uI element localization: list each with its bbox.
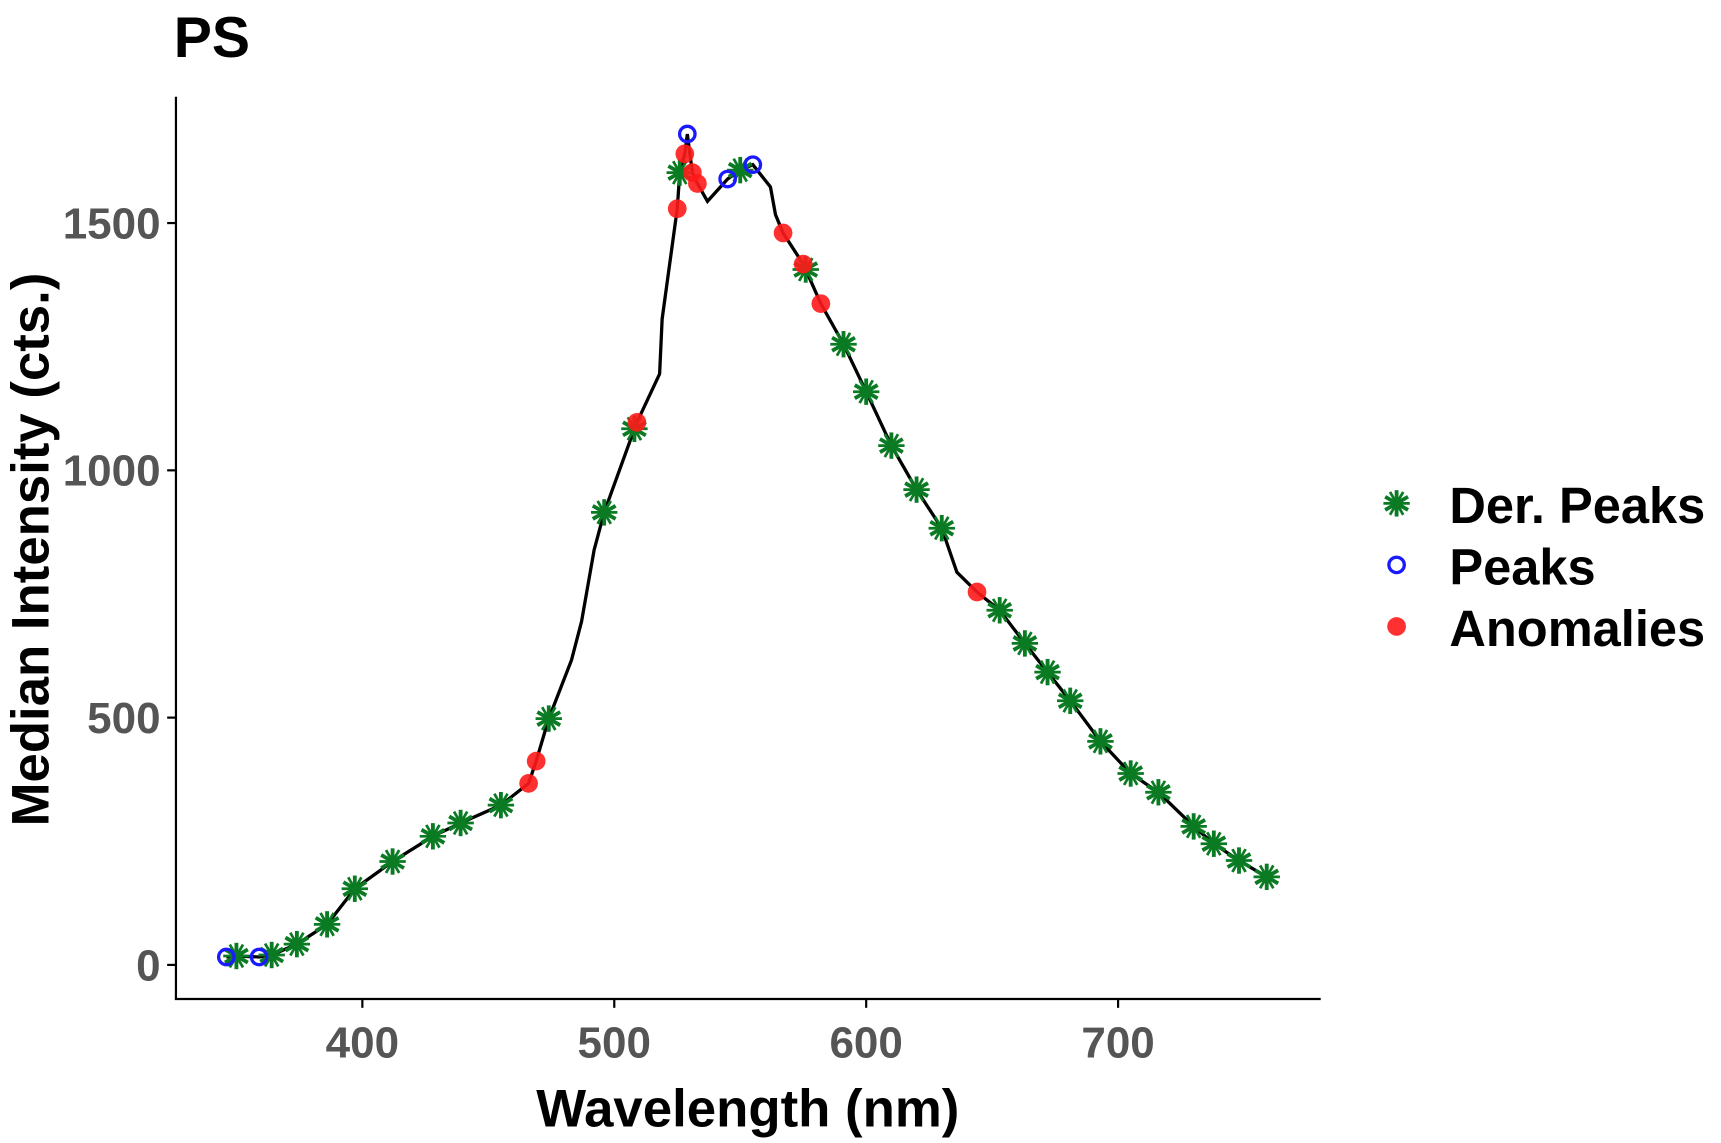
y-tick-label: 1500 <box>63 199 161 248</box>
anomalies-point <box>519 774 538 793</box>
peaks-point <box>216 947 236 967</box>
asterisk-stroke <box>1092 729 1109 754</box>
der-peaks-point <box>1057 687 1084 714</box>
y-tick-label: 0 <box>136 941 160 990</box>
der-peaks-point <box>590 499 618 526</box>
peaks-point <box>718 169 737 189</box>
asterisk-stroke <box>319 912 335 937</box>
x-tick-label: 400 <box>326 1018 399 1067</box>
asterisk-stroke <box>835 332 852 357</box>
peaks-point <box>743 155 763 175</box>
peaks-point <box>677 124 697 144</box>
der-peaks-point <box>1145 779 1172 806</box>
x-tick-label: 500 <box>578 1018 651 1067</box>
asterisk-stroke <box>991 598 1008 623</box>
der-peaks-point <box>903 476 930 503</box>
der-peaks-point <box>419 823 447 850</box>
legend-label-anomalies: Anomalies <box>1449 600 1705 657</box>
der-peaks-point <box>1117 760 1144 787</box>
asterisk-stroke <box>540 706 557 731</box>
y-axis-label: Median Intensity (cts.) <box>1 273 60 827</box>
anomalies-point <box>793 254 813 274</box>
chart-title: PS <box>174 6 250 70</box>
legend-key-peaks <box>1387 555 1406 575</box>
asterisk-stroke <box>596 500 612 525</box>
anomalies-point <box>627 413 647 432</box>
der-peaks-point <box>1200 830 1228 857</box>
der-peaks-point <box>1253 863 1280 891</box>
asterisk-stroke <box>1039 660 1056 685</box>
asterisk-stroke <box>1231 848 1247 873</box>
peaks-point <box>249 947 269 967</box>
der-peaks-point <box>1087 728 1114 755</box>
der-peaks-point <box>830 331 857 358</box>
x-tick-label: 700 <box>1081 1018 1154 1067</box>
der-peaks-point <box>341 875 369 902</box>
asterisk-stroke <box>933 516 950 541</box>
legend-label-der-peaks: Der. Peaks <box>1449 477 1705 534</box>
der-peaks-point <box>986 597 1013 624</box>
asterisk-stroke <box>347 876 363 901</box>
asterisk-stroke <box>671 160 688 185</box>
anomalies-point <box>526 751 546 771</box>
anomalies-point <box>667 199 687 219</box>
asterisk-stroke <box>1206 831 1222 856</box>
legend-key-anomalies <box>1387 617 1406 636</box>
der-peaks-point <box>928 515 955 542</box>
intensity-line <box>226 133 1268 959</box>
der-peaks-point <box>878 432 905 459</box>
asterisk-stroke <box>384 849 401 874</box>
anomalies-point <box>688 174 707 193</box>
asterisk-stroke <box>1062 688 1079 713</box>
asterisk-stroke <box>1122 761 1139 786</box>
anomalies-point <box>811 294 831 314</box>
legend-label-peaks: Peaks <box>1449 539 1595 596</box>
asterisk-stroke <box>883 433 900 458</box>
der-peaks-point <box>313 911 341 938</box>
legend-key-der-peaks <box>1383 490 1410 517</box>
anomalies-point <box>675 144 695 164</box>
asterisk-stroke <box>858 379 874 404</box>
der-peaks-point <box>1225 847 1253 874</box>
asterisk-stroke <box>1017 631 1033 656</box>
asterisk-stroke <box>452 810 469 836</box>
der-peaks-point <box>379 848 406 875</box>
x-tick-label: 600 <box>829 1018 902 1067</box>
der-peaks-point <box>1011 630 1039 657</box>
x-axis-label: Wavelength (nm) <box>536 1080 959 1139</box>
der-peaks-point <box>223 942 250 970</box>
der-peaks-point <box>258 941 285 969</box>
der-peaks-point <box>283 930 311 958</box>
asterisk-stroke <box>1185 814 1202 839</box>
der-peaks-point <box>1180 813 1207 840</box>
asterisk-stroke <box>289 932 305 957</box>
der-peaks-point <box>852 378 880 405</box>
asterisk-stroke <box>1150 780 1167 805</box>
der-peaks-point <box>487 791 515 819</box>
asterisk-stroke <box>425 824 441 849</box>
anomalies-point <box>967 582 987 602</box>
der-peaks-point <box>447 809 474 837</box>
asterisk-stroke <box>1258 864 1275 889</box>
der-peaks-point <box>1034 658 1061 686</box>
anomalies-point <box>773 223 793 243</box>
y-tick-label: 1000 <box>63 447 161 496</box>
y-tick-label: 500 <box>87 694 160 743</box>
asterisk-stroke <box>263 942 280 968</box>
der-peaks-point <box>535 705 562 732</box>
asterisk-stroke <box>1388 491 1405 516</box>
asterisk-stroke <box>908 477 925 502</box>
asterisk-stroke <box>493 793 509 818</box>
